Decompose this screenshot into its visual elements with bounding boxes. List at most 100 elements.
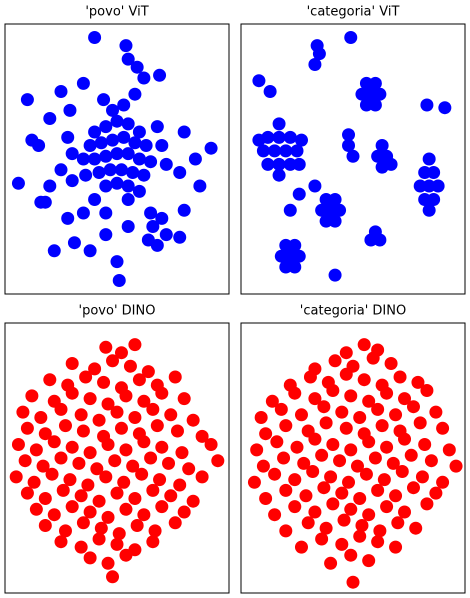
point [288, 260, 302, 274]
point [141, 365, 155, 379]
subplot: 'povo' ViT [4, 5, 230, 295]
point [101, 556, 115, 570]
point [16, 405, 30, 419]
point [29, 443, 43, 457]
point [429, 486, 443, 500]
point [97, 375, 111, 389]
point [155, 440, 169, 454]
point [173, 166, 187, 179]
point [106, 103, 120, 117]
point [308, 432, 322, 446]
point [83, 446, 97, 460]
point [99, 228, 113, 242]
point [371, 149, 385, 163]
point [144, 451, 158, 465]
point [34, 195, 48, 209]
point [337, 513, 351, 527]
point [362, 554, 376, 568]
point [76, 516, 90, 530]
point [117, 130, 131, 144]
point [406, 481, 420, 495]
point [177, 392, 191, 406]
point [328, 354, 342, 368]
point [326, 438, 340, 451]
point [317, 481, 331, 495]
point [279, 260, 293, 274]
point [274, 402, 288, 416]
point [335, 537, 349, 551]
point [389, 489, 403, 503]
point [150, 419, 164, 433]
point [319, 193, 333, 206]
point [65, 147, 79, 161]
point [63, 103, 77, 117]
point [148, 524, 162, 538]
point [279, 419, 293, 433]
point [290, 144, 304, 158]
point [355, 87, 369, 101]
point [204, 141, 218, 155]
point [398, 505, 412, 519]
point [164, 408, 178, 422]
point [263, 85, 277, 98]
point [283, 157, 297, 171]
point [54, 163, 68, 177]
point [438, 101, 452, 115]
point [121, 179, 135, 193]
point [344, 502, 358, 516]
point [413, 416, 427, 430]
point [422, 152, 436, 166]
point [119, 443, 133, 457]
point [406, 400, 420, 414]
point [270, 435, 284, 449]
point [268, 508, 282, 522]
point [101, 397, 115, 411]
point [76, 206, 90, 220]
point [135, 467, 149, 481]
point [259, 492, 273, 505]
point [110, 176, 124, 190]
point [61, 211, 75, 225]
point [344, 31, 358, 44]
point [359, 98, 373, 112]
point [342, 475, 356, 489]
point [393, 370, 407, 384]
point [146, 402, 160, 416]
point [362, 435, 376, 449]
point [324, 203, 338, 217]
point [436, 475, 450, 489]
point [128, 136, 142, 150]
point [342, 128, 356, 142]
point [58, 419, 72, 433]
point [283, 130, 297, 144]
point [319, 416, 333, 430]
point [308, 179, 322, 193]
point [146, 535, 160, 549]
axes-frame [240, 322, 466, 594]
point [315, 203, 329, 217]
point [132, 152, 146, 166]
point [411, 375, 425, 389]
point [177, 505, 191, 519]
point [72, 456, 86, 470]
point [121, 193, 135, 206]
point [83, 551, 97, 565]
point [83, 505, 97, 519]
point [339, 367, 353, 381]
subplot: 'categoria' ViT [240, 5, 466, 295]
point [54, 451, 68, 465]
point [308, 505, 322, 519]
point [67, 236, 81, 250]
point [404, 448, 418, 462]
point [326, 384, 340, 397]
point [247, 475, 261, 489]
point [386, 456, 400, 470]
point [146, 483, 160, 497]
point [368, 76, 382, 90]
point [63, 473, 77, 487]
point [92, 494, 106, 508]
point [436, 421, 450, 435]
point [150, 120, 164, 134]
point [272, 117, 286, 131]
point [29, 502, 43, 516]
